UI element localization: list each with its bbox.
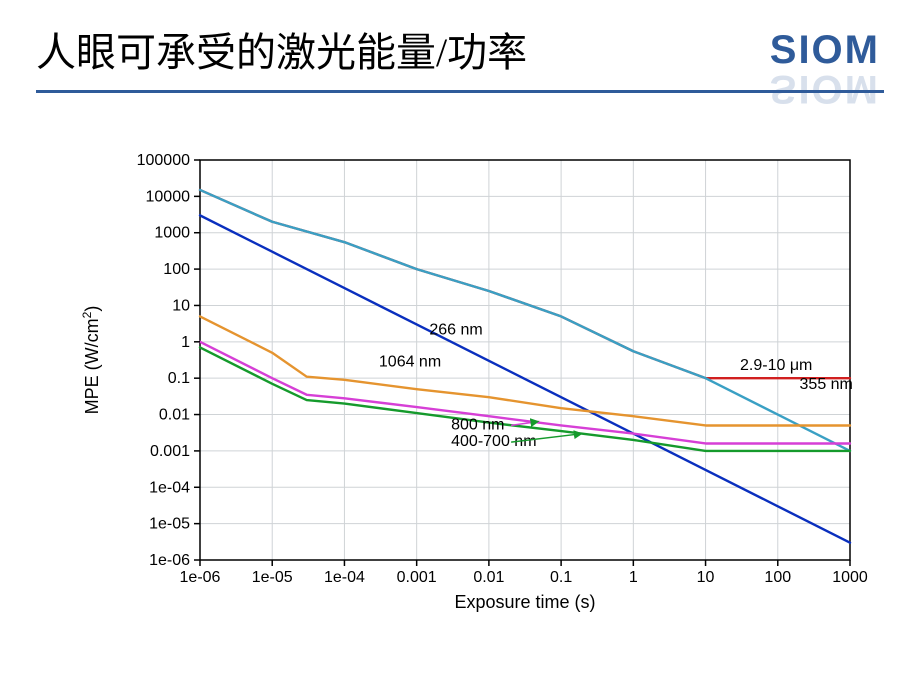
mpe-chart: 2.9-10 μm 266 nm 355 nm 1064 nm 800 nm400-70… bbox=[50, 140, 870, 620]
y-tick-label: 1000 bbox=[154, 225, 190, 242]
y-tick-label: 0.001 bbox=[150, 443, 190, 460]
x-tick-label: 1e-04 bbox=[324, 569, 365, 586]
x-tick-label: 1e-06 bbox=[180, 569, 221, 586]
x-tick-label: 1e-05 bbox=[252, 569, 293, 586]
chart-svg: 2.9-10 μm 266 nm 355 nm 1064 nm 800 nm400-70… bbox=[50, 140, 870, 620]
x-tick-label: 1 bbox=[629, 569, 638, 586]
x-tick-label: 0.001 bbox=[397, 569, 437, 586]
series-label-nm1064: 1064 nm bbox=[379, 353, 441, 370]
series-label-nm266: 266 nm bbox=[429, 321, 482, 338]
y-tick-label: 1 bbox=[181, 334, 190, 351]
series-label-nm800: 800 nm bbox=[451, 416, 504, 433]
series-nm355 bbox=[200, 190, 850, 451]
x-tick-label: 0.1 bbox=[550, 569, 572, 586]
y-tick-label: 0.01 bbox=[159, 407, 190, 424]
header-underline bbox=[36, 90, 884, 93]
y-tick-label: 100 bbox=[163, 261, 190, 278]
y-tick-label: 10 bbox=[172, 297, 190, 314]
series-ir_far bbox=[200, 190, 850, 378]
y-tick-label: 1e-04 bbox=[149, 479, 190, 496]
x-tick-label: 100 bbox=[764, 569, 791, 586]
series-label-nm355: 355 nm bbox=[800, 376, 853, 393]
series-label-visible: 400-700 nm bbox=[451, 433, 536, 450]
slide-header: 人眼可承受的激光能量/功率 SIOM SIOM bbox=[0, 0, 920, 104]
y-tick-label: 0.1 bbox=[168, 370, 190, 387]
x-axis-label: Exposure time (s) bbox=[454, 592, 595, 612]
x-tick-label: 0.01 bbox=[473, 569, 504, 586]
x-tick-label: 10 bbox=[697, 569, 715, 586]
y-axis-label: MPE (W/cm2) bbox=[80, 306, 102, 415]
y-tick-label: 100000 bbox=[137, 152, 190, 169]
y-tick-label: 1e-05 bbox=[149, 516, 190, 533]
logo-reflection: SIOM bbox=[770, 66, 880, 111]
slide: 人眼可承受的激光能量/功率 SIOM SIOM 2.9-10 μm 266 nm 3… bbox=[0, 0, 920, 690]
x-tick-label: 1000 bbox=[832, 569, 868, 586]
y-tick-label: 1e-06 bbox=[149, 552, 190, 569]
slide-title: 人眼可承受的激光能量/功率 bbox=[36, 20, 884, 78]
series-label-ir_far: 2.9-10 μm bbox=[740, 357, 812, 374]
y-tick-label: 10000 bbox=[146, 188, 191, 205]
